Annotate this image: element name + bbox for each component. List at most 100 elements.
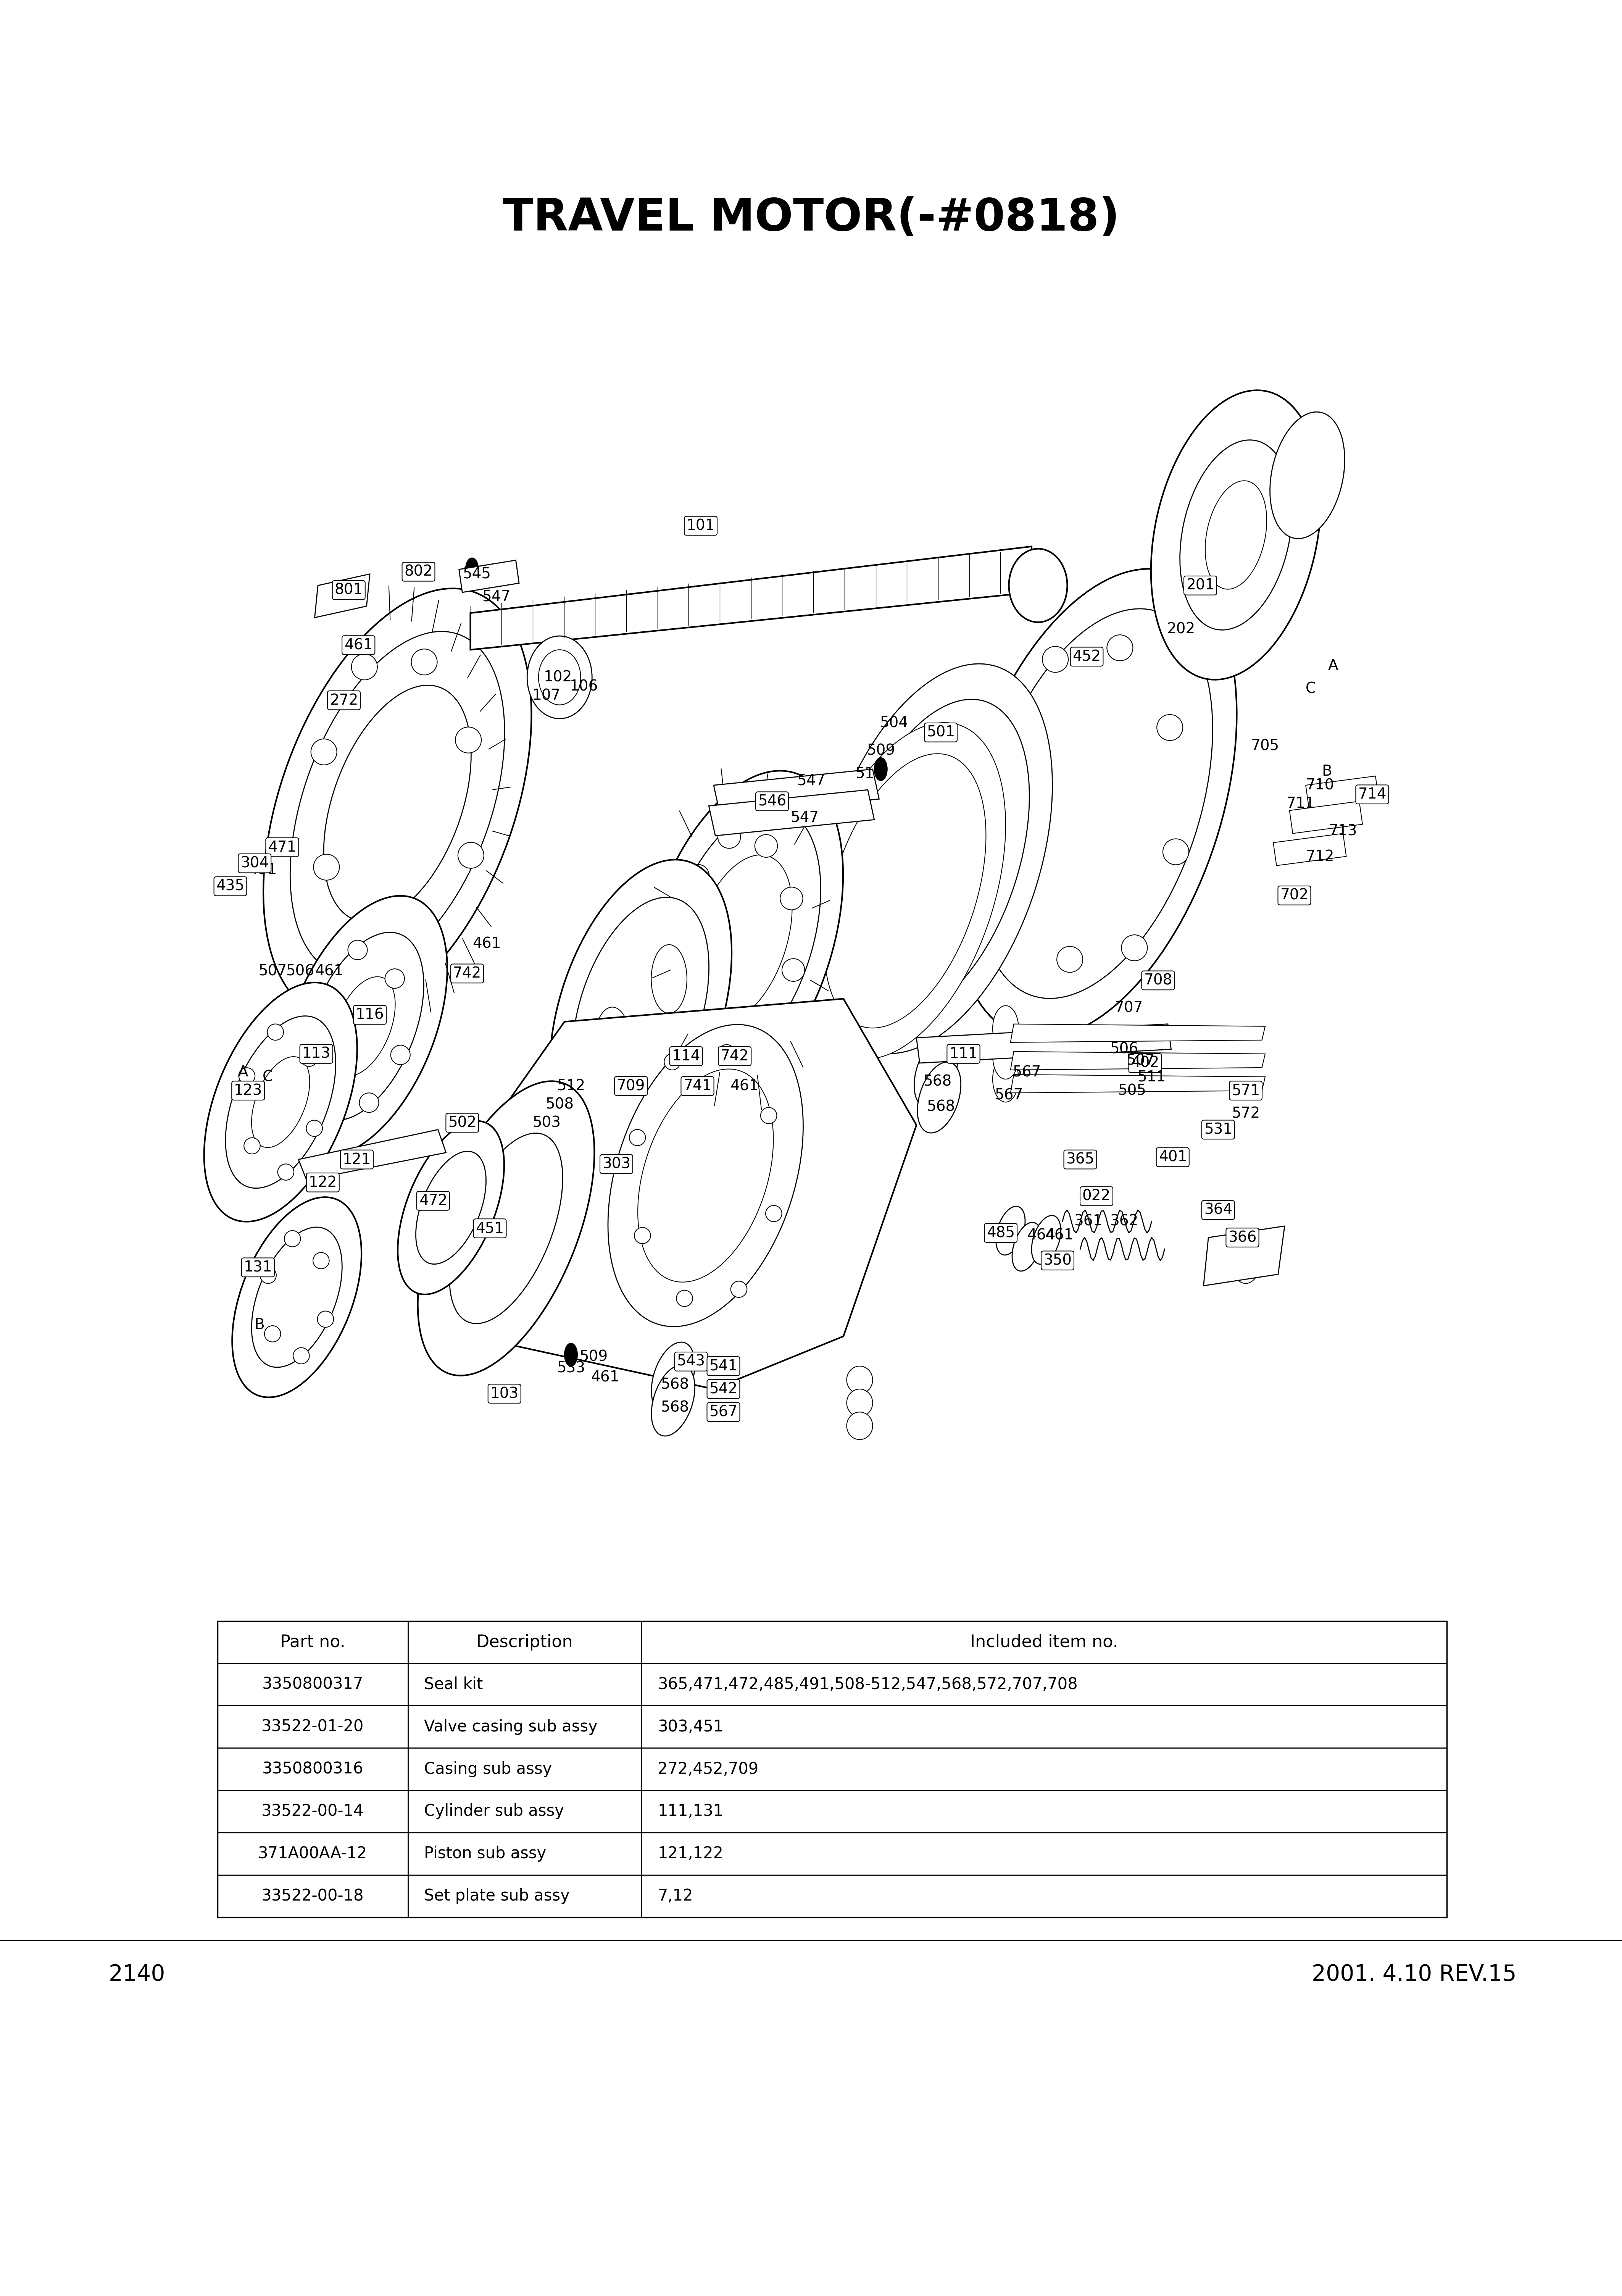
Ellipse shape <box>418 1081 594 1375</box>
Ellipse shape <box>238 1068 255 1084</box>
Text: 512: 512 <box>556 1079 586 1093</box>
Text: 801: 801 <box>334 583 363 597</box>
Ellipse shape <box>993 1033 1019 1079</box>
Polygon shape <box>315 574 370 618</box>
Text: TRAVEL MOTOR(-#0818): TRAVEL MOTOR(-#0818) <box>503 195 1119 241</box>
Ellipse shape <box>686 863 709 886</box>
Ellipse shape <box>918 1063 960 1132</box>
Ellipse shape <box>675 932 697 955</box>
Polygon shape <box>470 546 1032 650</box>
Text: A: A <box>1328 659 1338 673</box>
Ellipse shape <box>313 1254 329 1270</box>
Text: 451: 451 <box>475 1221 504 1235</box>
Text: 504: 504 <box>879 716 908 730</box>
Text: 461: 461 <box>344 638 373 652</box>
Text: 366: 366 <box>1228 1231 1257 1244</box>
Ellipse shape <box>993 1056 1019 1102</box>
Ellipse shape <box>874 758 887 781</box>
Text: 547: 547 <box>790 810 819 824</box>
Ellipse shape <box>352 654 378 680</box>
Text: 509: 509 <box>579 1350 608 1364</box>
Text: 103: 103 <box>490 1387 519 1401</box>
Ellipse shape <box>1012 1221 1041 1272</box>
Text: 713: 713 <box>1328 824 1358 838</box>
Text: Casing sub assy: Casing sub assy <box>423 1761 551 1777</box>
Ellipse shape <box>996 1205 1025 1256</box>
Polygon shape <box>714 769 879 815</box>
Polygon shape <box>1011 1075 1265 1093</box>
Ellipse shape <box>723 1031 746 1054</box>
Text: Part no.: Part no. <box>281 1635 345 1651</box>
Ellipse shape <box>780 886 803 909</box>
Ellipse shape <box>839 700 1030 1017</box>
Ellipse shape <box>360 1093 380 1111</box>
Ellipse shape <box>847 1366 873 1394</box>
Text: 461: 461 <box>472 937 501 951</box>
Ellipse shape <box>1009 549 1067 622</box>
Text: 509: 509 <box>866 744 895 758</box>
Text: 2001. 4.10 REV.15: 2001. 4.10 REV.15 <box>1312 1963 1517 1986</box>
Ellipse shape <box>732 1281 748 1297</box>
Ellipse shape <box>417 928 443 953</box>
Ellipse shape <box>225 1017 336 1187</box>
Text: 123: 123 <box>234 1084 263 1097</box>
Text: 471: 471 <box>268 840 297 854</box>
Text: 714: 714 <box>1358 788 1387 801</box>
Text: 491: 491 <box>248 863 277 877</box>
Ellipse shape <box>397 1120 504 1295</box>
Ellipse shape <box>719 827 741 847</box>
Text: Valve casing sub assy: Valve casing sub assy <box>423 1720 597 1736</box>
Text: 364: 364 <box>1204 1203 1233 1217</box>
Ellipse shape <box>573 898 709 1123</box>
Ellipse shape <box>637 1070 774 1281</box>
Ellipse shape <box>456 728 482 753</box>
Text: 131: 131 <box>243 1261 272 1274</box>
Text: 506: 506 <box>1109 1042 1139 1056</box>
Text: 501: 501 <box>926 726 955 739</box>
Text: 567: 567 <box>1012 1065 1041 1079</box>
Polygon shape <box>438 999 916 1389</box>
Text: 304: 304 <box>240 856 269 870</box>
Text: Seal kit: Seal kit <box>423 1676 483 1692</box>
Text: 705: 705 <box>1251 739 1280 753</box>
Ellipse shape <box>324 684 470 923</box>
Ellipse shape <box>847 1412 873 1440</box>
Ellipse shape <box>307 1120 323 1137</box>
Ellipse shape <box>766 1205 782 1221</box>
Ellipse shape <box>629 1130 646 1146</box>
Ellipse shape <box>1043 647 1069 673</box>
Ellipse shape <box>639 771 843 1107</box>
Ellipse shape <box>415 1150 487 1265</box>
Ellipse shape <box>652 944 688 1013</box>
Text: 121,122: 121,122 <box>659 1846 723 1862</box>
Ellipse shape <box>277 1164 294 1180</box>
Text: 742: 742 <box>453 967 482 980</box>
Text: 102: 102 <box>543 670 573 684</box>
Text: 571: 571 <box>1231 1084 1260 1097</box>
Ellipse shape <box>564 1343 577 1366</box>
Text: 113: 113 <box>302 1047 331 1061</box>
Text: 508: 508 <box>545 1097 574 1111</box>
Ellipse shape <box>652 1343 694 1412</box>
Text: 711: 711 <box>1286 797 1315 810</box>
Text: 710: 710 <box>1306 778 1335 792</box>
Ellipse shape <box>1249 1233 1268 1270</box>
Text: 464: 464 <box>1027 1228 1056 1242</box>
Ellipse shape <box>1121 934 1147 960</box>
Text: 303,451: 303,451 <box>659 1720 723 1736</box>
Text: 461: 461 <box>315 964 344 978</box>
Polygon shape <box>709 790 874 836</box>
Text: 452: 452 <box>1072 650 1101 664</box>
Ellipse shape <box>263 588 532 1019</box>
Text: 505: 505 <box>1118 1084 1147 1097</box>
Text: 502: 502 <box>448 1116 477 1130</box>
Ellipse shape <box>251 1226 342 1368</box>
Ellipse shape <box>279 895 448 1157</box>
Text: 107: 107 <box>532 689 561 703</box>
Ellipse shape <box>313 854 339 879</box>
Text: 547: 547 <box>482 590 511 604</box>
Text: 572: 572 <box>1231 1107 1260 1120</box>
Ellipse shape <box>1205 480 1267 590</box>
Text: 402: 402 <box>1131 1056 1160 1070</box>
Polygon shape <box>1273 833 1346 866</box>
